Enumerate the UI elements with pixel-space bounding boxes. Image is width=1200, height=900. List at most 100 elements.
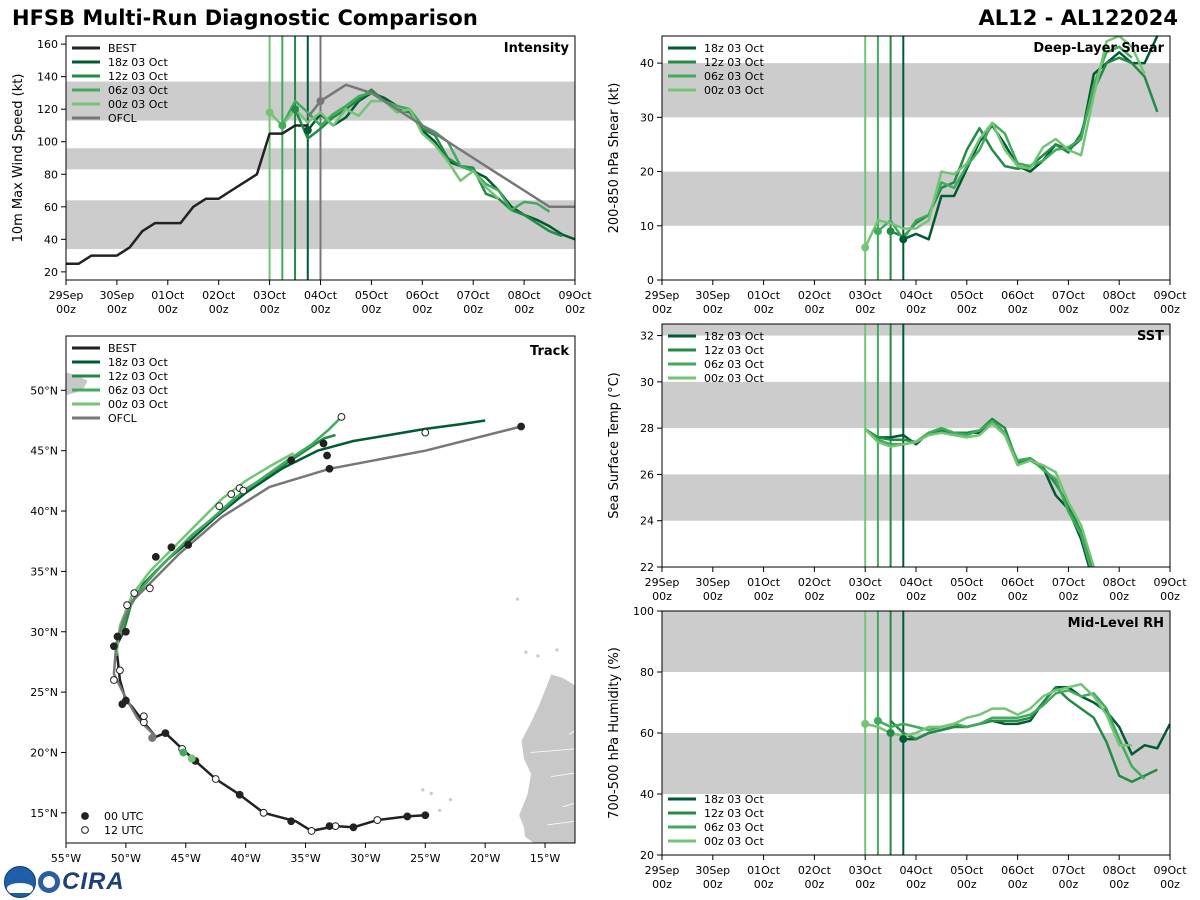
- threshold-band: [662, 171, 1170, 226]
- position-marker-12utc: [373, 816, 382, 824]
- border-line: [562, 802, 575, 808]
- x-tick-label-date: 06Oct: [1001, 864, 1035, 877]
- position-marker-12utc: [337, 412, 346, 421]
- x-tick-label-hour: 00z: [362, 303, 382, 316]
- x-tick-label-date: 30Sep: [100, 289, 135, 302]
- x-tick-label-hour: 00z: [805, 303, 825, 316]
- init-marker: [861, 719, 870, 728]
- lon-tick-label: 40°W: [230, 852, 260, 865]
- x-tick-label-date: 09Oct: [1153, 289, 1187, 302]
- y-tick-label: 40: [640, 788, 654, 801]
- x-tick-label-date: 04Oct: [899, 864, 933, 877]
- series-line-run_00z: [864, 36, 1146, 249]
- lon-tick-label: 25°W: [410, 852, 440, 865]
- position-marker-00utc: [319, 439, 328, 448]
- y-tick-label: 24: [640, 515, 654, 528]
- marker-legend-symbol: [81, 812, 89, 820]
- x-tick-label-date: 07Oct: [1052, 289, 1086, 302]
- x-tick-label-date: 01Oct: [747, 576, 781, 589]
- x-tick-label-date: 30Sep: [695, 864, 730, 877]
- init-marker: [278, 121, 287, 130]
- x-tick-label-date: 07Oct: [1052, 864, 1086, 877]
- panel-sst: 22242628303229Sep00z30Sep00z01Oct00z02Oc…: [607, 323, 1187, 603]
- x-tick-label-hour: 00z: [463, 303, 483, 316]
- lon-tick-label: 30°W: [350, 852, 380, 865]
- threshold-band: [662, 324, 1170, 336]
- x-tick-label-date: 05Oct: [950, 289, 984, 302]
- island: [421, 788, 425, 792]
- legend-label: 12z 03 Oct: [704, 807, 764, 820]
- x-tick-label-hour: 00z: [1160, 590, 1180, 603]
- position-marker-00utc: [110, 642, 118, 651]
- x-tick-label-hour: 00z: [107, 303, 127, 316]
- x-tick-label-date: 30Sep: [695, 576, 730, 589]
- lat-tick-label: 30°N: [30, 626, 58, 639]
- legend-label: 00z 03 Oct: [108, 98, 168, 111]
- x-tick-label-hour: 00z: [754, 303, 774, 316]
- y-axis-label: 200-850 hPa Shear (kt): [607, 83, 622, 234]
- legend-label: 12z 03 Oct: [108, 370, 168, 383]
- panel-shear: 01020304029Sep00z30Sep00z01Oct00z02Oct00…: [607, 35, 1187, 316]
- x-tick-label-hour: 00z: [1008, 878, 1028, 891]
- legend-label: 12z 03 Oct: [108, 70, 168, 83]
- series-line-run_06z: [877, 689, 1146, 780]
- legend-label: 12z 03 Oct: [704, 344, 764, 357]
- y-tick-label: 80: [44, 168, 58, 181]
- y-axis-label: Sea Surface Temp (°C): [607, 372, 622, 519]
- x-tick-label-hour: 00z: [1059, 590, 1079, 603]
- x-tick-label-hour: 00z: [906, 878, 926, 891]
- series-line-run_00z: [864, 682, 1132, 747]
- x-tick-label-date: 09Oct: [558, 289, 592, 302]
- x-tick-label-hour: 00z: [957, 303, 977, 316]
- position-marker-00utc: [349, 823, 358, 832]
- init-marker: [886, 227, 895, 236]
- lat-tick-label: 15°N: [30, 807, 58, 820]
- x-tick-label-hour: 00z: [957, 590, 977, 603]
- x-tick-label-date: 29Sep: [645, 289, 680, 302]
- init-marker: [265, 108, 274, 117]
- island: [448, 797, 453, 802]
- figure-title: HFSB Multi-Run Diagnostic Comparison: [12, 6, 478, 30]
- x-tick-label-hour: 00z: [1008, 590, 1028, 603]
- x-tick-label-date: 05Oct: [355, 289, 389, 302]
- plot-area: [662, 611, 1170, 855]
- position-marker-00utc: [161, 729, 170, 738]
- y-tick-label: 140: [37, 71, 58, 84]
- position-marker-00utc: [325, 464, 334, 473]
- position-marker-12utc: [421, 428, 430, 437]
- track-line-run_00z: [115, 452, 295, 657]
- x-tick-label-hour: 00z: [906, 590, 926, 603]
- y-tick-label: 32: [640, 330, 654, 343]
- legend-label: BEST: [108, 42, 136, 55]
- y-tick-label: 100: [633, 605, 654, 618]
- border-line: [547, 820, 575, 826]
- series-line-run_06z: [877, 45, 1133, 241]
- x-tick-label-hour: 00z: [209, 303, 229, 316]
- map-area: [66, 372, 575, 843]
- threshold-band: [662, 63, 1170, 118]
- x-tick-label-date: 09Oct: [1153, 864, 1187, 877]
- y-tick-label: 120: [37, 103, 58, 116]
- x-tick-label-hour: 00z: [311, 303, 331, 316]
- lat-tick-label: 45°N: [30, 445, 58, 458]
- y-tick-label: 26: [640, 468, 654, 481]
- init-marker: [873, 716, 882, 725]
- position-marker-12utc: [307, 827, 316, 835]
- cira-logo-mark: [38, 871, 60, 893]
- lat-tick-label: 35°N: [30, 565, 58, 578]
- marker-legend-symbol: [81, 826, 89, 834]
- position-marker-00utc: [287, 456, 296, 465]
- y-tick-label: 20: [44, 266, 58, 279]
- x-tick-label-date: 03Oct: [849, 576, 883, 589]
- legend-label: 06z 03 Oct: [108, 84, 168, 97]
- panel-title: SST: [1137, 329, 1164, 344]
- legend-label: 18z 03 Oct: [704, 42, 764, 55]
- legend-label: 06z 03 Oct: [108, 384, 168, 397]
- position-marker-12utc: [110, 676, 118, 684]
- border-line: [530, 748, 575, 753]
- series-line-run_00z: [864, 422, 1095, 567]
- y-tick-label: 80: [640, 666, 654, 679]
- position-marker-00utc: [421, 811, 430, 820]
- plot-area: [66, 36, 575, 280]
